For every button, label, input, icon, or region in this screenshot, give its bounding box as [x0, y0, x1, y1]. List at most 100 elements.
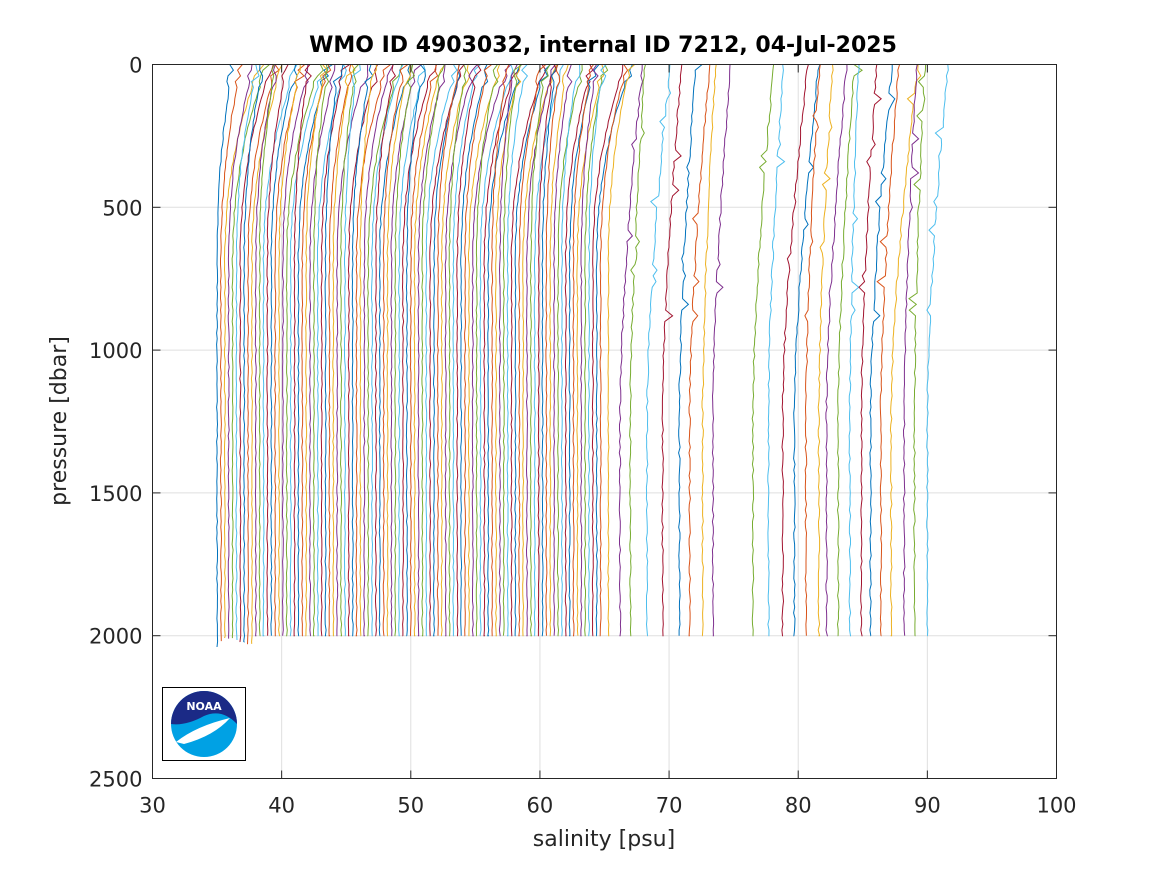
salinity-profile-line: [216, 64, 235, 648]
salinity-profile-line: [320, 64, 350, 637]
y-tick-label: 2000: [89, 625, 142, 649]
salinity-profile-line: [425, 64, 458, 637]
salinity-profile-line: [584, 64, 609, 637]
salinity-profile-line: [347, 64, 379, 637]
salinity-profile-line: [701, 64, 717, 637]
salinity-profile-line: [858, 64, 882, 637]
salinity-profile-line: [518, 64, 547, 637]
salinity-profile-line: [711, 64, 731, 637]
salinity-profile-line: [525, 64, 556, 637]
salinity-profile-line: [560, 64, 581, 637]
salinity-profile-line: [312, 64, 330, 637]
salinity-profile-line: [339, 64, 359, 637]
salinity-profile-line: [618, 64, 644, 637]
salinity-profile-line: [836, 64, 863, 637]
salinity-profile-line: [902, 64, 920, 636]
salinity-profile-line: [804, 64, 821, 636]
salinity-profile-line: [825, 64, 848, 637]
x-tick-label: 70: [656, 794, 683, 818]
y-tick-label: 1000: [89, 339, 142, 363]
salinity-profile-line: [219, 64, 243, 642]
x-tick-label: 100: [1036, 794, 1076, 818]
salinity-profile-line: [595, 64, 633, 637]
salinity-profile-line: [440, 64, 471, 637]
salinity-profile-line: [378, 64, 411, 637]
salinity-profile-line: [793, 64, 821, 637]
salinity-profile-line: [487, 64, 522, 637]
y-tick-label: 0: [129, 54, 142, 78]
salinity-profile-line: [305, 64, 329, 637]
salinity-profile-line: [235, 64, 260, 641]
salinity-profile-line: [522, 64, 558, 637]
plot-area: [216, 64, 949, 648]
noaa-logo: NOAA: [162, 687, 246, 761]
salinity-profile-line: [448, 64, 467, 637]
salinity-profile-line: [471, 64, 512, 637]
salinity-profile-line: [498, 64, 518, 637]
salinity-profile-line: [678, 64, 703, 636]
x-tick-label: 80: [785, 794, 812, 818]
salinity-profile-line: [355, 64, 391, 637]
salinity-profile-line: [328, 64, 353, 637]
noaa-logo-text-bg: [186, 700, 222, 712]
salinity-profile-line: [417, 64, 446, 637]
salinity-profile-line: [460, 64, 489, 636]
noaa-logo-gull: [176, 718, 230, 744]
salinity-profile-line: [545, 64, 561, 636]
salinity-profile-line: [688, 64, 711, 637]
salinity-profile-line: [781, 64, 809, 637]
salinity-profile-line: [506, 64, 529, 637]
salinity-profile-line: [266, 64, 289, 636]
salinity-profile-line: [343, 64, 361, 637]
axes-box: [152, 64, 1057, 779]
salinity-profile-line: [436, 64, 460, 636]
x-tick-label: 30: [139, 794, 166, 818]
salinity-profile-line: [817, 64, 834, 637]
salinity-profile-line: [239, 64, 274, 643]
salinity-profile-line: [599, 64, 629, 637]
salinity-profile-line: [247, 64, 280, 645]
salinity-profile-line: [363, 64, 394, 637]
salinity-profile-line: [661, 64, 683, 637]
salinity-profile-line: [351, 64, 374, 637]
salinity-profile-line: [564, 64, 594, 637]
salinity-profile-line: [510, 64, 547, 637]
salinity-profile-line: [227, 64, 253, 639]
salinity-profile-line: [751, 64, 775, 637]
salinity-profile-line: [541, 64, 559, 637]
salinity-profile-line: [452, 64, 481, 637]
salinity-profile-line: [467, 64, 501, 637]
salinity-profile-line: [456, 64, 482, 637]
salinity-profile-line: [463, 64, 493, 637]
salinity-profile-line: [274, 64, 306, 637]
salinity-profile-line: [370, 64, 404, 637]
salinity-profile-line: [250, 64, 283, 644]
x-tick-label: 60: [527, 794, 554, 818]
y-tick-label: 1500: [89, 482, 142, 506]
salinity-profile-line: [533, 64, 564, 637]
x-tick-label: 90: [914, 794, 941, 818]
y-tick-label: 2500: [89, 768, 142, 792]
salinity-profile-line: [553, 64, 573, 636]
salinity-profile-line: [243, 64, 264, 643]
salinity-profile-line: [607, 64, 636, 637]
x-axis-label: salinity [psu]: [533, 827, 675, 852]
salinity-profile-line: [324, 64, 344, 637]
y-axis-label: pressure [dbar]: [47, 336, 72, 506]
salinity-profile-line: [258, 64, 275, 637]
salinity-profile-line: [301, 64, 332, 637]
salinity-profile-line: [502, 64, 523, 636]
salinity-profile-line: [869, 64, 896, 637]
salinity-profile-line: [382, 64, 409, 637]
salinity-profile-line: [285, 64, 324, 637]
noaa-logo-wordmark: NOAA: [186, 700, 222, 713]
salinity-profile-line: [413, 64, 446, 637]
salinity-profile-line: [889, 64, 922, 637]
salinity-profiles: [216, 64, 949, 648]
salinity-profile-line: [386, 64, 411, 637]
salinity-profile-line: [421, 64, 445, 637]
salinity-profile-line: [223, 64, 265, 639]
salinity-profile-line: [908, 64, 927, 637]
salinity-profile-line: [297, 64, 333, 637]
